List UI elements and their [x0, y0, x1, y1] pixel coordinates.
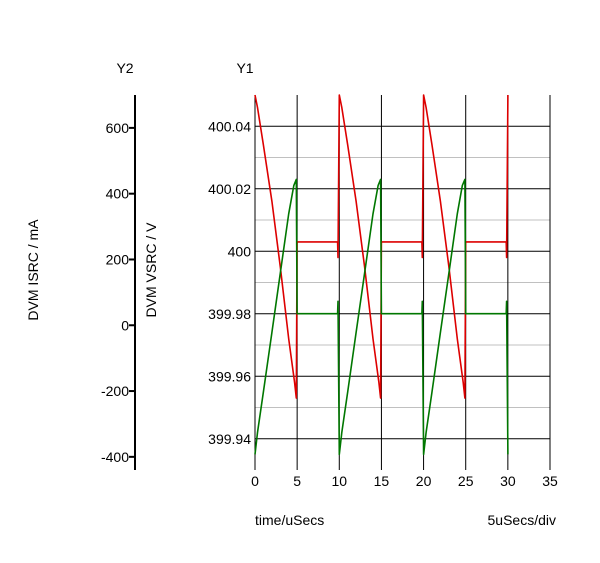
x-axis-title: time/uSecs — [255, 512, 324, 528]
y1-axis-header: Y1 — [236, 60, 253, 76]
series-line-green — [254, 178, 509, 456]
y2-tick-label: 200 — [106, 251, 130, 267]
y1-tick-label: 399.96 — [208, 368, 251, 384]
y1-tick-labels: 399.94 399.96 399.98 400 400.02 400.04 — [208, 118, 251, 447]
series-line-red — [254, 94, 509, 399]
y1-tick-label: 399.94 — [208, 431, 251, 447]
x-tick-labels: 0 5 10 15 20 25 30 35 — [251, 473, 558, 489]
y1-tick-label: 400 — [228, 243, 252, 259]
y2-tick-label: 0 — [121, 317, 129, 333]
x-tick-label: 30 — [500, 473, 516, 489]
x-tick-label: 5 — [293, 473, 301, 489]
y1-tick-label: 399.98 — [208, 306, 251, 322]
x-tick-label: 35 — [542, 473, 558, 489]
plot-series — [254, 94, 509, 456]
y2-tick-label: -400 — [101, 449, 129, 465]
y1-tick-label: 400.02 — [208, 181, 251, 197]
y1-axis-title: DVM VSRC / V — [143, 222, 159, 318]
y2-tick-label: 600 — [106, 120, 130, 136]
y2-axis-title: DVM ISRC / mA — [25, 219, 41, 321]
x-tick-label: 0 — [251, 473, 259, 489]
x-tick-label: 25 — [458, 473, 474, 489]
y2-tick-label: 400 — [106, 186, 130, 202]
y2-tick-label: -200 — [101, 383, 129, 399]
grid — [254, 95, 551, 470]
y2-axis: -400 -200 0 200 400 600 — [101, 95, 136, 470]
x-tick-label: 15 — [374, 473, 390, 489]
y1-tick-label: 400.04 — [208, 118, 251, 134]
x-scale-label: 5uSecs/div — [488, 512, 556, 528]
y2-axis-header: Y2 — [116, 60, 133, 76]
x-tick-label: 10 — [331, 473, 347, 489]
x-tick-label: 20 — [416, 473, 432, 489]
